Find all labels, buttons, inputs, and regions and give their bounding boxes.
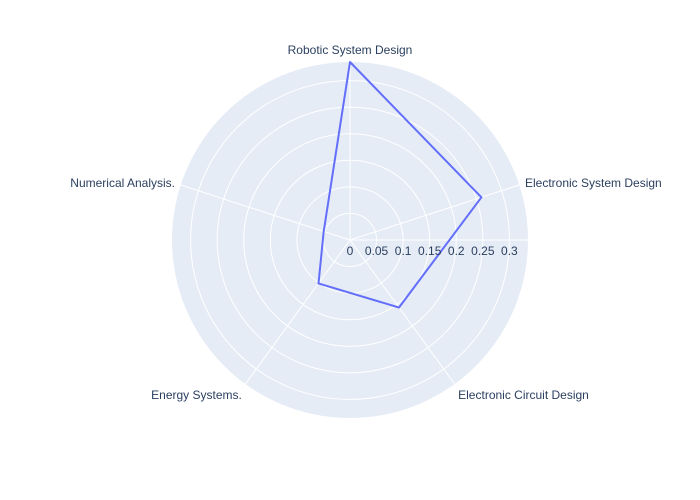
angular-gridline	[349, 184, 520, 241]
radial-tick-label: 0.2	[448, 244, 465, 258]
radial-tick-label: 0.3	[501, 244, 518, 258]
category-label: Energy Systems.	[151, 388, 242, 402]
category-label: Numerical Analysis.	[70, 176, 175, 190]
category-label: Robotic System Design	[288, 43, 413, 57]
series-trace	[317, 61, 483, 309]
radial-tick-label: 0.15	[418, 244, 442, 258]
radial-tick-labels: 0 0.05 0.1 0.15 0.2 0.25 0.3	[347, 244, 518, 258]
radial-tick-label: 0	[347, 244, 354, 258]
category-labels: Robotic System Design Electronic System D…	[70, 43, 661, 402]
radial-tick-label: 0.25	[471, 244, 495, 258]
category-label: Electronic System Design	[525, 176, 662, 190]
angular-gridline	[349, 239, 456, 385]
angular-grid	[180, 62, 528, 385]
radial-tick-label: 0.1	[395, 244, 412, 258]
category-label: Electronic Circuit Design	[458, 388, 589, 402]
angular-gridline	[244, 239, 351, 385]
angular-gridline	[180, 184, 351, 241]
radial-tick-label: 0.05	[365, 244, 389, 258]
